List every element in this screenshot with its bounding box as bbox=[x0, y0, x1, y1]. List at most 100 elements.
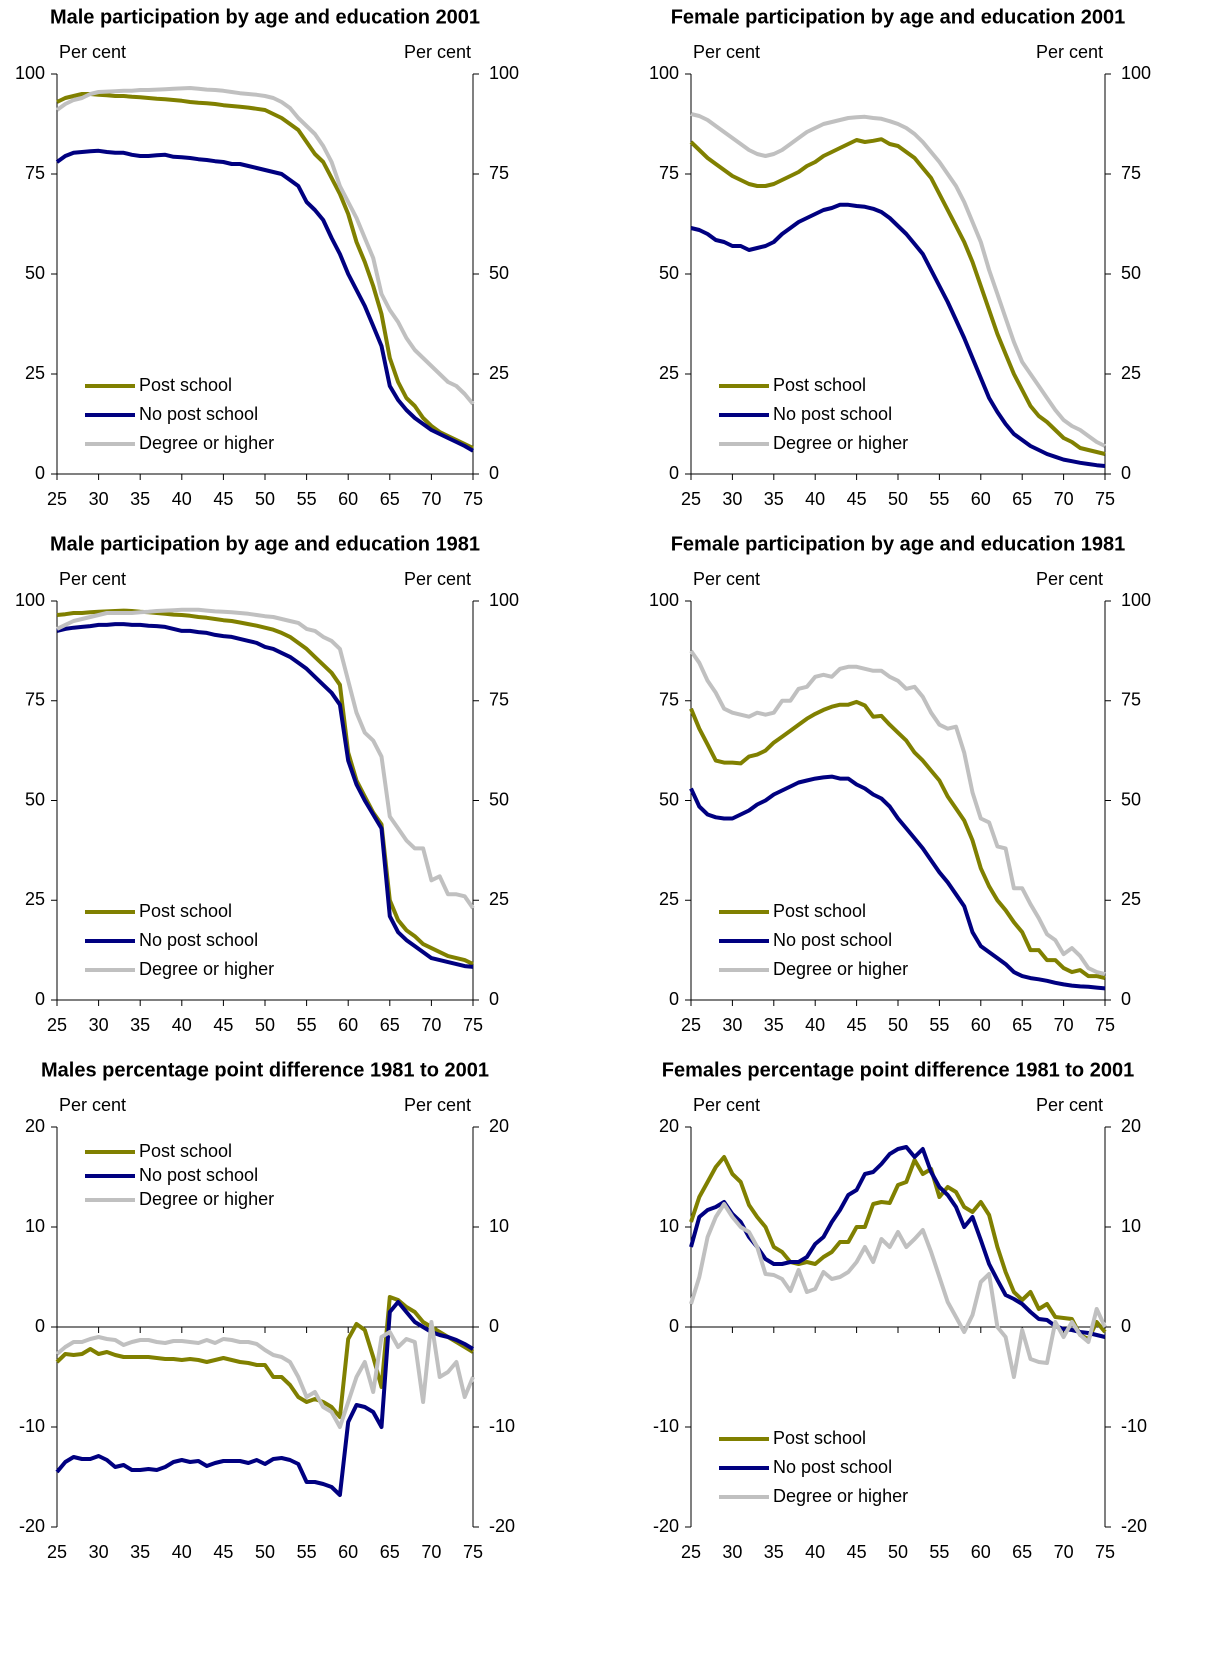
x-tick-label: 65 bbox=[1012, 489, 1032, 509]
y2-tick-label: -20 bbox=[489, 1516, 515, 1536]
x-tick-label: 35 bbox=[130, 1542, 150, 1562]
series-line bbox=[56, 608, 474, 966]
chart-title: Female participation by age and educatio… bbox=[671, 6, 1126, 28]
y2-tick-label: 25 bbox=[1121, 363, 1141, 383]
y-axis-label: Per cent bbox=[59, 42, 126, 62]
chart-title: Males percentage point difference 1981 t… bbox=[41, 1059, 489, 1081]
y2-tick-label: 50 bbox=[489, 789, 509, 809]
x-tick-label: 75 bbox=[463, 1542, 483, 1562]
y-axis-label: Per cent bbox=[693, 42, 760, 62]
y2-tick-label: 20 bbox=[1121, 1116, 1141, 1136]
x-tick-label: 65 bbox=[380, 489, 400, 509]
x-tick-label: 45 bbox=[213, 1542, 233, 1562]
y-tick-label: 50 bbox=[659, 789, 679, 809]
y2-tick-label: 0 bbox=[489, 1316, 499, 1336]
x-tick-label: 40 bbox=[172, 1542, 192, 1562]
x-tick-label: 70 bbox=[1054, 489, 1074, 509]
x-tick-label: 50 bbox=[888, 1542, 908, 1562]
x-tick-label: 70 bbox=[421, 1542, 441, 1562]
x-tick-label: 50 bbox=[888, 1015, 908, 1035]
y-tick-label: 75 bbox=[25, 690, 45, 710]
x-tick-label: 60 bbox=[338, 1542, 358, 1562]
x-tick-label: 35 bbox=[764, 1542, 784, 1562]
y2-tick-label: 50 bbox=[489, 263, 509, 283]
y-tick-label: 75 bbox=[25, 163, 45, 183]
y-tick-label: 75 bbox=[659, 163, 679, 183]
x-tick-label: 65 bbox=[1012, 1542, 1032, 1562]
y-tick-label: -10 bbox=[653, 1416, 679, 1436]
y2-axis-label: Per cent bbox=[404, 42, 471, 62]
y2-axis-label: Per cent bbox=[1036, 1095, 1103, 1115]
y2-tick-label: 50 bbox=[1121, 263, 1141, 283]
series-line bbox=[55, 148, 475, 453]
series-line bbox=[55, 1320, 475, 1429]
y-tick-label: -20 bbox=[19, 1516, 45, 1536]
x-tick-label: 45 bbox=[213, 1015, 233, 1035]
x-tick-label: 40 bbox=[805, 1542, 825, 1562]
legend-label: Post school bbox=[139, 901, 232, 921]
x-tick-label: 25 bbox=[681, 1015, 701, 1035]
x-tick-label: 60 bbox=[971, 489, 991, 509]
y2-tick-label: 10 bbox=[1121, 1216, 1141, 1236]
y-tick-label: 100 bbox=[15, 590, 45, 610]
y2-axis-label: Per cent bbox=[404, 1095, 471, 1115]
y2-tick-label: 0 bbox=[1121, 1316, 1131, 1336]
y-tick-label: 100 bbox=[649, 590, 679, 610]
x-tick-label: 75 bbox=[463, 489, 483, 509]
x-tick-label: 75 bbox=[1095, 489, 1115, 509]
y2-tick-label: 100 bbox=[1121, 590, 1151, 610]
y2-tick-label: 0 bbox=[1121, 989, 1131, 1009]
y-tick-label: 0 bbox=[35, 463, 45, 483]
x-tick-label: 65 bbox=[1012, 1015, 1032, 1035]
x-tick-label: 35 bbox=[764, 489, 784, 509]
x-tick-label: 60 bbox=[338, 1015, 358, 1035]
y-tick-label: 25 bbox=[659, 363, 679, 383]
y-tick-label: 0 bbox=[669, 989, 679, 1009]
x-tick-label: 65 bbox=[380, 1542, 400, 1562]
y2-axis-label: Per cent bbox=[1036, 569, 1103, 589]
y2-tick-label: -10 bbox=[489, 1416, 515, 1436]
x-tick-label: 25 bbox=[681, 1542, 701, 1562]
x-tick-label: 55 bbox=[929, 489, 949, 509]
legend-label: No post school bbox=[773, 930, 892, 950]
x-tick-label: 25 bbox=[47, 489, 67, 509]
y-tick-label: 20 bbox=[659, 1116, 679, 1136]
y-tick-label: 0 bbox=[669, 1316, 679, 1336]
x-tick-label: 40 bbox=[805, 1015, 825, 1035]
chart-title: Female participation by age and educatio… bbox=[671, 533, 1126, 555]
legend-label: Degree or higher bbox=[773, 433, 908, 453]
legend-label: Degree or higher bbox=[773, 1486, 908, 1506]
series-line bbox=[689, 137, 1106, 456]
series-line bbox=[689, 699, 1106, 981]
y2-tick-label: 100 bbox=[1121, 63, 1151, 83]
y-axis-label: Per cent bbox=[59, 1095, 126, 1115]
y-tick-label: 100 bbox=[649, 63, 679, 83]
series-line bbox=[56, 622, 474, 969]
legend-label: No post school bbox=[139, 1165, 258, 1185]
y2-tick-label: 20 bbox=[489, 1116, 509, 1136]
series-line bbox=[689, 774, 1106, 991]
x-tick-label: 55 bbox=[929, 1015, 949, 1035]
legend-label: Post school bbox=[773, 375, 866, 395]
y-tick-label: 10 bbox=[25, 1216, 45, 1236]
legend-label: Post school bbox=[139, 1141, 232, 1161]
x-tick-label: 25 bbox=[681, 489, 701, 509]
chart-title: Male participation by age and education … bbox=[50, 6, 480, 28]
series-line bbox=[55, 1295, 475, 1419]
y-tick-label: 10 bbox=[659, 1216, 679, 1236]
x-tick-label: 35 bbox=[764, 1015, 784, 1035]
legend-label: Post school bbox=[773, 1428, 866, 1448]
series-line bbox=[690, 202, 1106, 468]
x-tick-label: 45 bbox=[847, 489, 867, 509]
x-tick-label: 75 bbox=[1095, 1542, 1115, 1562]
y2-axis-label: Per cent bbox=[404, 569, 471, 589]
y2-tick-label: 100 bbox=[489, 590, 519, 610]
y-tick-label: 50 bbox=[25, 789, 45, 809]
x-tick-label: 30 bbox=[89, 1542, 109, 1562]
series-line bbox=[55, 1300, 475, 1497]
x-tick-label: 30 bbox=[722, 1015, 742, 1035]
y-tick-label: 0 bbox=[669, 463, 679, 483]
legend-label: No post school bbox=[773, 404, 892, 424]
